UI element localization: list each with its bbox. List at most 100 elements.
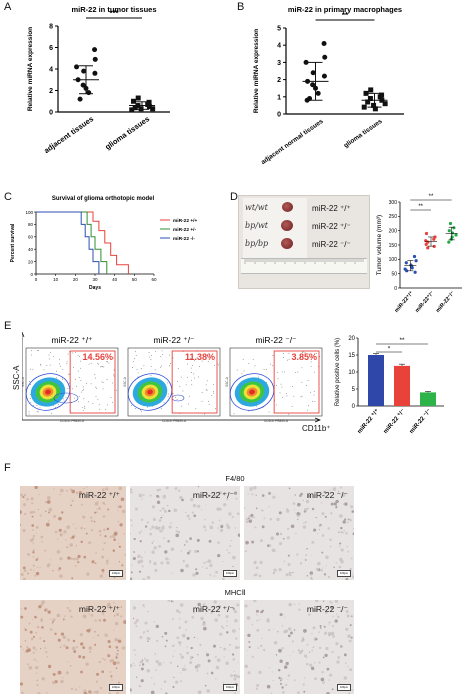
- event-dot: [137, 376, 139, 378]
- tissue-cell: [162, 495, 167, 499]
- tissue-cell: [160, 688, 163, 690]
- tissue-cell: [319, 627, 322, 629]
- tissue-cell: [204, 613, 206, 615]
- tissue-cell: [255, 494, 258, 496]
- tissue-cell: [45, 522, 50, 527]
- tissue-cell: [62, 677, 64, 679]
- tissue-cell: [35, 571, 40, 576]
- tissue-cell: [344, 502, 348, 506]
- tissue-cell: [123, 533, 125, 535]
- event-dot: [201, 392, 203, 393]
- tissue-cell: [255, 507, 258, 510]
- event-dot: [149, 356, 151, 358]
- tissue-cell: [177, 489, 181, 492]
- tissue-cell: [186, 551, 190, 555]
- tissue-cell: [113, 615, 116, 617]
- tissue-cell: [119, 523, 123, 527]
- tissue-cell: [94, 501, 99, 506]
- tissue-cell: [107, 654, 111, 658]
- tissue-cell: [101, 555, 105, 559]
- tissue-cell: [352, 575, 354, 579]
- tissue-cell: [176, 665, 179, 668]
- tissue-cell: [196, 550, 199, 553]
- tissue-cell: [84, 528, 86, 530]
- tissue-cell: [270, 536, 275, 541]
- tissue-cell: [101, 488, 105, 492]
- event-dot: [241, 373, 243, 375]
- data-point: [405, 269, 409, 273]
- tissue-cell: [39, 514, 42, 517]
- tissue-cell: [82, 646, 86, 649]
- scale-bar: 100μm: [337, 684, 351, 691]
- tissue-cell: [184, 620, 188, 624]
- event-dot: [62, 369, 64, 370]
- tissue-cell: [107, 640, 111, 644]
- tissue-cell: [202, 603, 206, 607]
- tissue-cell: [220, 647, 222, 649]
- tissue-cell: [112, 549, 116, 552]
- event-dot: [103, 366, 105, 368]
- scale-bar: 100μm: [109, 684, 123, 691]
- tissue-cell: [289, 655, 291, 657]
- tissue-cell: [328, 623, 330, 625]
- tissue-cell: [191, 615, 195, 619]
- tumor-sample-1: [282, 202, 293, 212]
- tissue-cell: [143, 494, 145, 496]
- tissue-cell: [233, 674, 238, 678]
- tissue-cell: [175, 609, 179, 613]
- tissue-cell: [35, 532, 38, 535]
- tissue-cell: [189, 537, 192, 540]
- tissue-cell: [142, 604, 145, 607]
- data-point: [321, 40, 327, 46]
- tissue-cell: [351, 572, 354, 575]
- tissue-cell: [102, 515, 106, 518]
- tissue-cell: [181, 498, 184, 502]
- tissue-cell: [236, 512, 240, 516]
- event-dot: [265, 369, 267, 370]
- tissue-cell: [330, 512, 333, 515]
- tissue-cell: [237, 675, 240, 679]
- event-dot: [201, 360, 203, 362]
- tissue-cell: [306, 657, 308, 659]
- tissue-cell: [121, 646, 126, 650]
- tissue-cell: [32, 646, 36, 650]
- tissue-cell: [80, 540, 83, 544]
- event-dot: [161, 350, 163, 352]
- tissue-cell: [146, 575, 151, 580]
- data-point: [404, 261, 408, 265]
- event-dot: [215, 408, 216, 410]
- tissue-cell: [288, 627, 292, 631]
- flow-x-arrowhead: [314, 417, 321, 423]
- tissue-cell: [219, 528, 224, 533]
- tissue-cell: [351, 510, 354, 513]
- tissue-cell: [286, 527, 290, 531]
- inner-x-label: CD11b: PB450-A: [60, 419, 85, 423]
- tissue-cell: [251, 516, 254, 519]
- tissue-cell: [232, 607, 235, 610]
- tissue-cell: [321, 551, 324, 554]
- tissue-cell: [99, 686, 103, 690]
- event-dot: [277, 372, 279, 374]
- tissue-cell: [268, 628, 271, 632]
- tissue-cell: [159, 509, 162, 512]
- tissue-cell: [156, 488, 160, 492]
- tissue-cell: [71, 535, 75, 539]
- event-dot: [274, 399, 275, 401]
- event-dot: [40, 364, 42, 366]
- tissue-cell: [203, 561, 206, 564]
- tissue-cell: [140, 679, 144, 683]
- tissue-cell: [285, 573, 289, 577]
- tissue-cell: [95, 551, 98, 554]
- tissue-cell: [130, 571, 133, 574]
- event-dot: [163, 402, 165, 404]
- flow-plot-title-1: miR-22 ⁺/⁺: [51, 335, 93, 345]
- tissue-cell: [304, 507, 308, 512]
- tissue-cell: [234, 527, 237, 529]
- event-dot: [48, 358, 50, 360]
- tissue-cell: [254, 573, 258, 577]
- data-point: [377, 94, 383, 100]
- tissue-cell: [22, 577, 26, 580]
- event-dot: [280, 383, 282, 385]
- tissue-cell: [41, 541, 43, 543]
- event-dot: [248, 363, 250, 364]
